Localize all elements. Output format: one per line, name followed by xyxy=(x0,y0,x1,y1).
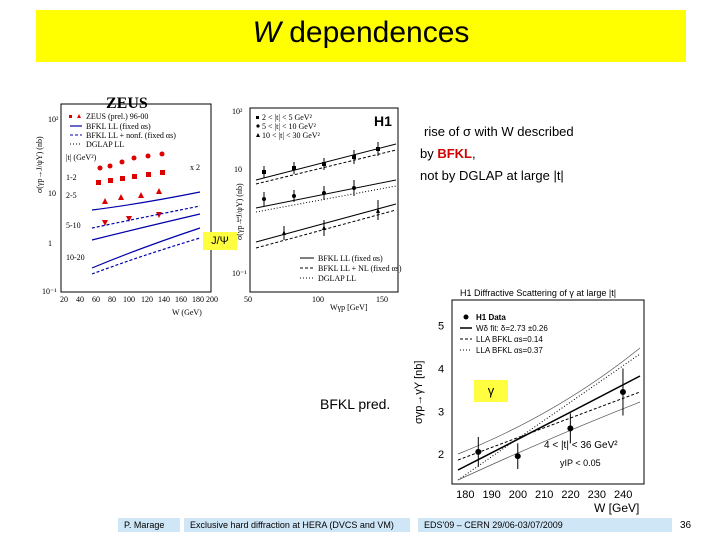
gamma-plot: H1 Diffractive Scattering of γ at large … xyxy=(413,288,645,515)
gamma-ytick: 2 xyxy=(438,449,444,461)
h1-legend2-0: BFKL LL (fixed αs) xyxy=(318,254,383,263)
zeus-legend-2: BFKL LL + nonf. (fixed αs) xyxy=(86,131,176,140)
h1-ytick-0: 10² xyxy=(232,107,243,116)
gamma-xtick: 220 xyxy=(561,489,579,501)
h1-xtick-1: 100 xyxy=(312,295,324,304)
zeus-legend: ZEUS (prel.) 96-00 BFKL LL (fixed αs) BF… xyxy=(69,112,176,149)
gamma-label: γ xyxy=(474,380,508,402)
gamma-xtick: 230 xyxy=(588,489,606,501)
gamma-fit-line xyxy=(457,375,641,471)
zeus-ytick-1: 10 xyxy=(48,189,56,198)
gamma-cut-1: 4 < |t| < 36 GeV² xyxy=(544,440,618,451)
h1-legend-1: 5 < |t| < 10 GeV² xyxy=(262,122,317,131)
gamma-cut-2: yIP < 0.05 xyxy=(560,458,601,468)
gamma-xtick: 210 xyxy=(535,489,553,501)
h1-ytick-3: 10⁻¹ xyxy=(232,269,247,278)
gamma-xticks: 180 190 200 210 220 230 240 xyxy=(456,489,632,501)
h1-legend-0: 2 < |t| < 5 GeV² xyxy=(262,113,313,122)
zeus-ytick-2: 1 xyxy=(48,239,52,248)
gamma-legend: H1 Data Wδ fit: δ=2.73 ±0.26 LLA BFKL αs… xyxy=(460,313,548,355)
zeus-xtick: 20 xyxy=(60,295,68,304)
h1-legend: 2 < |t| < 5 GeV² 5 < |t| < 10 GeV² 10 < … xyxy=(256,113,402,283)
gamma-data-point xyxy=(514,453,521,460)
zeus-xtick: 120 xyxy=(141,295,153,304)
bfkl-pred-label: BFKL pred. xyxy=(320,396,391,412)
zeus-bin-1: 2-5 xyxy=(66,191,77,200)
gamma-data-point xyxy=(619,389,626,395)
gamma-title: H1 Diffractive Scattering of γ at large … xyxy=(460,288,616,298)
gamma-legend-3: LLA BFKL αs=0.37 xyxy=(476,346,543,355)
zeus-plot: ZEUS σ(γp→J/ψY) (nb) 10² 10 1 10⁻¹ 20 40… xyxy=(30,88,220,318)
gamma-points xyxy=(475,368,626,470)
gamma-ytick: 5 xyxy=(438,321,444,333)
zeus-legend-3: DGLAP LL xyxy=(86,140,124,149)
gamma-bfkl-014 xyxy=(457,391,641,461)
gamma-legend-1: Wδ fit: δ=2.73 ±0.26 xyxy=(476,324,548,333)
gamma-bfkl-037 xyxy=(457,353,641,481)
page-number: 36 xyxy=(680,520,692,531)
zeus-xtick: 80 xyxy=(108,295,116,304)
gamma-legend-0: H1 Data xyxy=(476,313,506,322)
h1-legend2-2: DGLAP LL xyxy=(318,274,356,283)
zeus-xtick: 140 xyxy=(158,295,170,304)
footer-author: P. Marage xyxy=(118,518,180,532)
zeus-legend-1: BFKL LL (fixed αs) xyxy=(86,122,151,131)
gamma-curves xyxy=(457,347,641,481)
gamma-xlabel: W [GeV] xyxy=(594,501,639,515)
gamma-ytick: 3 xyxy=(438,406,444,418)
description-line-3: not by DGLAP at large |t| xyxy=(420,168,564,183)
jpsi-label: J/Ψ xyxy=(203,232,237,250)
zeus-xtick: 160 xyxy=(175,295,187,304)
gamma-band-lower xyxy=(457,401,641,481)
zeus-xtick: 100 xyxy=(123,295,135,304)
zeus-bin-0: 1-2 xyxy=(66,173,77,182)
zeus-ytick-3: 10⁻¹ xyxy=(42,287,57,296)
gamma-xtick: 180 xyxy=(456,489,474,501)
zeus-bin-2: 5-10 xyxy=(66,221,81,230)
h1-curves xyxy=(255,143,397,249)
gamma-xtick: 190 xyxy=(482,489,500,501)
h1-ytick-2: 1 xyxy=(236,215,240,224)
description-line-2: by BFKL, xyxy=(420,146,476,161)
zeus-legend-0: ZEUS (prel.) 96-00 xyxy=(86,112,148,121)
zeus-bin-3: 10-20 xyxy=(66,253,85,262)
footer-talk: Exclusive hard diffraction at HERA (DVCS… xyxy=(184,518,410,532)
h1-legend2-1: BFKL LL + NL (fixed αs) xyxy=(318,264,402,273)
zeus-xtick: 60 xyxy=(92,295,100,304)
gamma-legend-2: LLA BFKL αs=0.14 xyxy=(476,335,543,344)
zeus-ytick-0: 10² xyxy=(48,115,59,124)
h1-xtick-2: 150 xyxy=(376,295,388,304)
zeus-t-label: |t| (GeV²) xyxy=(66,153,97,162)
gamma-axes xyxy=(451,299,645,485)
slide-title: W dependences xyxy=(252,16,470,49)
gamma-ytick: 4 xyxy=(438,363,444,375)
gamma-yticks: 5 4 3 2 xyxy=(438,321,444,461)
gamma-band-upper xyxy=(457,347,641,455)
zeus-x2: x 2 xyxy=(190,163,200,172)
zeus-xlabel: W (GeV) xyxy=(172,308,202,317)
description-line-1: rise of σ with W described xyxy=(424,124,574,139)
h1-ytick-1: 10 xyxy=(234,165,242,174)
gamma-xtick: 240 xyxy=(614,489,632,501)
h1-header: H1 xyxy=(374,113,392,129)
zeus-xtick: 180 xyxy=(192,295,204,304)
gamma-ylabel: σγp→γY [nb] xyxy=(413,361,425,424)
zeus-xtick: 200 xyxy=(206,295,218,304)
h1-ylabel: σ(γp→J/ψY) (nb) xyxy=(235,183,244,240)
h1-legend-2: 10 < |t| < 30 GeV² xyxy=(262,131,321,140)
gamma-data-point xyxy=(567,425,574,432)
h1-xtick-0: 50 xyxy=(244,295,252,304)
zeus-xtick: 40 xyxy=(76,295,84,304)
zeus-xticks: 20 40 60 80 100 120 140 160 180 200 xyxy=(60,295,218,304)
gamma-data-point xyxy=(475,448,482,455)
zeus-points xyxy=(96,151,165,226)
gamma-xtick: 200 xyxy=(509,489,527,501)
h1-xlabel: Wγp [GeV] xyxy=(330,303,368,312)
h1-jpsi-plot: σ(γp→J/ψY) (nb) H1 10² 10 1 10⁻¹ 50 100 … xyxy=(228,100,403,312)
zeus-ylabel: σ(γp→J/ψY) (nb) xyxy=(35,136,44,193)
footer-conf: EDS'09 – CERN 29/06-03/07/2009 xyxy=(418,518,672,532)
title-bar: W dependences xyxy=(36,10,686,62)
zeus-curves xyxy=(91,191,201,275)
